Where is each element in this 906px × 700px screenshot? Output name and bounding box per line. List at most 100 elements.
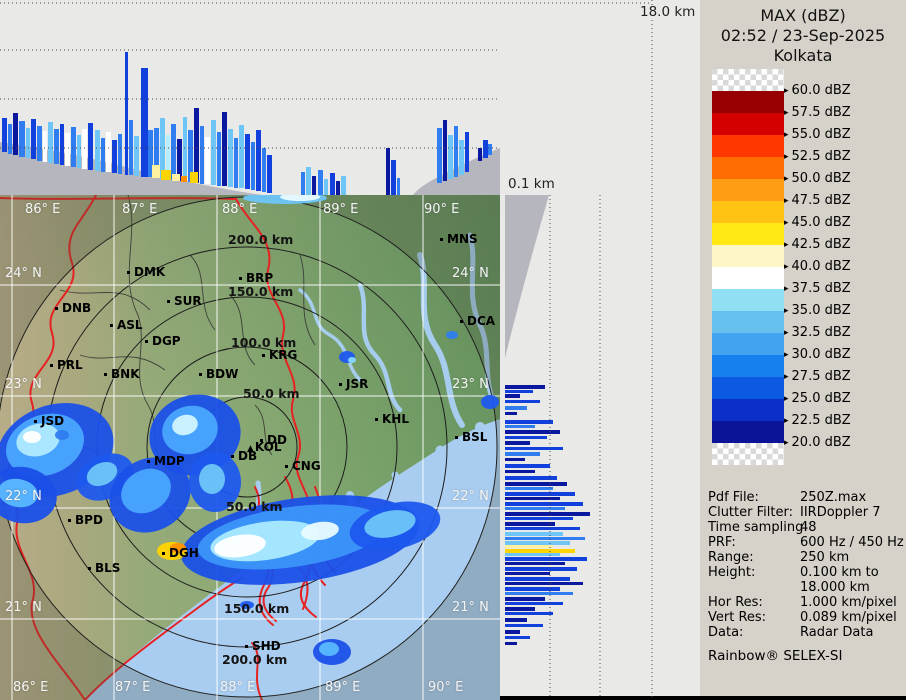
- profile-bar: [181, 176, 187, 182]
- profile-bar: [251, 142, 255, 190]
- meta-label: Data:: [708, 625, 744, 640]
- profile-bar: [26, 128, 30, 158]
- profile-bar: [37, 126, 42, 161]
- scale-tick-value: 45.0 dBZ: [791, 215, 851, 230]
- profile-bar: [483, 140, 488, 158]
- profile-bar: [43, 131, 47, 162]
- profile-bar: [505, 532, 563, 536]
- meta-label: PRF:: [708, 535, 736, 550]
- profile-bar: [505, 502, 583, 506]
- city-code-label: DNB: [62, 301, 92, 315]
- scale-tick-arrow-icon: ▸: [784, 240, 789, 250]
- profile-bar: [505, 412, 517, 415]
- profile-bar: [505, 452, 540, 456]
- profile-bar: [505, 612, 553, 615]
- profile-bar: [65, 133, 70, 166]
- profile-bar: [134, 136, 139, 176]
- city-marker-BDW: BDW: [199, 368, 238, 380]
- scale-tick: ▸ 60.0 dBZ: [784, 83, 851, 99]
- scale-tick-value: 50.0 dBZ: [791, 171, 851, 186]
- longitude-label-top: 86° E: [25, 202, 61, 217]
- profile-bar: [222, 112, 227, 186]
- scale-tick: ▸ 20.0 dBZ: [784, 435, 851, 451]
- city-dot-icon: [147, 460, 150, 463]
- precip-echo: [172, 414, 198, 436]
- city-dot-icon: [55, 307, 58, 310]
- profile-bar: [505, 394, 520, 398]
- scale-tick: ▸ 52.5 dBZ: [784, 149, 851, 165]
- profile-bar: [505, 390, 533, 393]
- profile-bar: [194, 108, 199, 183]
- profile-bar: [505, 425, 535, 428]
- profile-bar: [505, 492, 575, 496]
- city-dot-icon: [167, 300, 170, 303]
- scale-tick-arrow-icon: ▸: [784, 416, 789, 426]
- scale-tick-value: 35.0 dBZ: [791, 303, 851, 318]
- precipitation-echoes: [0, 195, 499, 665]
- city-code-label: BRP: [246, 271, 274, 285]
- profile-bar: [341, 176, 346, 195]
- latitude-label-left: 24° N: [5, 266, 42, 281]
- city-marker-DCA: DCA: [460, 315, 495, 327]
- profile-bar: [31, 119, 36, 159]
- profile-bar: [60, 124, 64, 165]
- profile-bar: [267, 155, 272, 193]
- profile-bar: [437, 128, 442, 183]
- scale-tick-arrow-icon: ▸: [784, 438, 789, 448]
- profile-bar: [465, 132, 469, 172]
- profile-bar: [505, 464, 550, 468]
- city-marker-JSR: JSR: [339, 378, 368, 390]
- profile-bar: [301, 172, 305, 195]
- longitude-label-top: 89° E: [323, 202, 359, 217]
- height-axis-max-label: 18.0 km: [638, 4, 698, 20]
- profile-bar: [13, 113, 18, 155]
- ring-distance-label: 200.0 km: [228, 232, 294, 247]
- profile-bar: [505, 476, 557, 480]
- profile-bar: [505, 487, 553, 490]
- profile-bar: [71, 127, 76, 167]
- meta-value: 18.000 km: [800, 580, 870, 595]
- profile-bar: [101, 138, 105, 172]
- profile-bar: [8, 124, 12, 154]
- profile-bar: [88, 123, 93, 170]
- meta-label: Clutter Filter:: [708, 505, 793, 520]
- profile-bar: [217, 132, 221, 186]
- profile-bar: [505, 602, 563, 605]
- city-dot-icon: [239, 277, 242, 280]
- profile-bar: [505, 587, 560, 591]
- city-dot-icon: [162, 552, 165, 555]
- profile-bar: [505, 436, 547, 439]
- profile-bar: [505, 517, 573, 520]
- profile-bar: [234, 138, 238, 188]
- scale-tick-arrow-icon: ▸: [784, 262, 789, 272]
- city-dot-icon: [262, 354, 265, 357]
- latitude-label-left: 23° N: [5, 377, 42, 392]
- precip-echo: [214, 534, 266, 558]
- city-dot-icon: [260, 439, 263, 442]
- scale-band: [712, 223, 784, 245]
- profile-bar: [172, 174, 180, 181]
- profile-bar: [505, 507, 565, 510]
- city-dot-icon: [145, 340, 148, 343]
- profile-bar: [505, 549, 575, 553]
- profile-bar: [245, 134, 250, 189]
- scale-tick-arrow-icon: ▸: [784, 328, 789, 338]
- city-code-label: DMK: [134, 265, 166, 279]
- right-panel-blind-wedge: [505, 195, 549, 358]
- ring-distance-label: 150.0 km: [228, 284, 294, 299]
- right-profile-bars: [505, 385, 590, 645]
- profile-bar: [505, 592, 573, 595]
- scale-tick: ▸ 27.5 dBZ: [784, 369, 851, 385]
- height-gridlines: [0, 0, 653, 697]
- longitude-label-bottom: 86° E: [13, 680, 49, 695]
- scale-tick-value: 30.0 dBZ: [791, 347, 851, 362]
- scale-tick-value: 47.5 dBZ: [791, 193, 851, 208]
- profile-bar: [505, 618, 527, 622]
- scale-band: [712, 421, 784, 443]
- scale-tick: ▸ 42.5 dBZ: [784, 237, 851, 253]
- scale-band: [712, 113, 784, 135]
- meta-value: 250 km: [800, 550, 850, 565]
- profile-bar: [505, 441, 530, 445]
- city-code-label: MDP: [154, 454, 185, 468]
- city-dot-icon: [68, 519, 71, 522]
